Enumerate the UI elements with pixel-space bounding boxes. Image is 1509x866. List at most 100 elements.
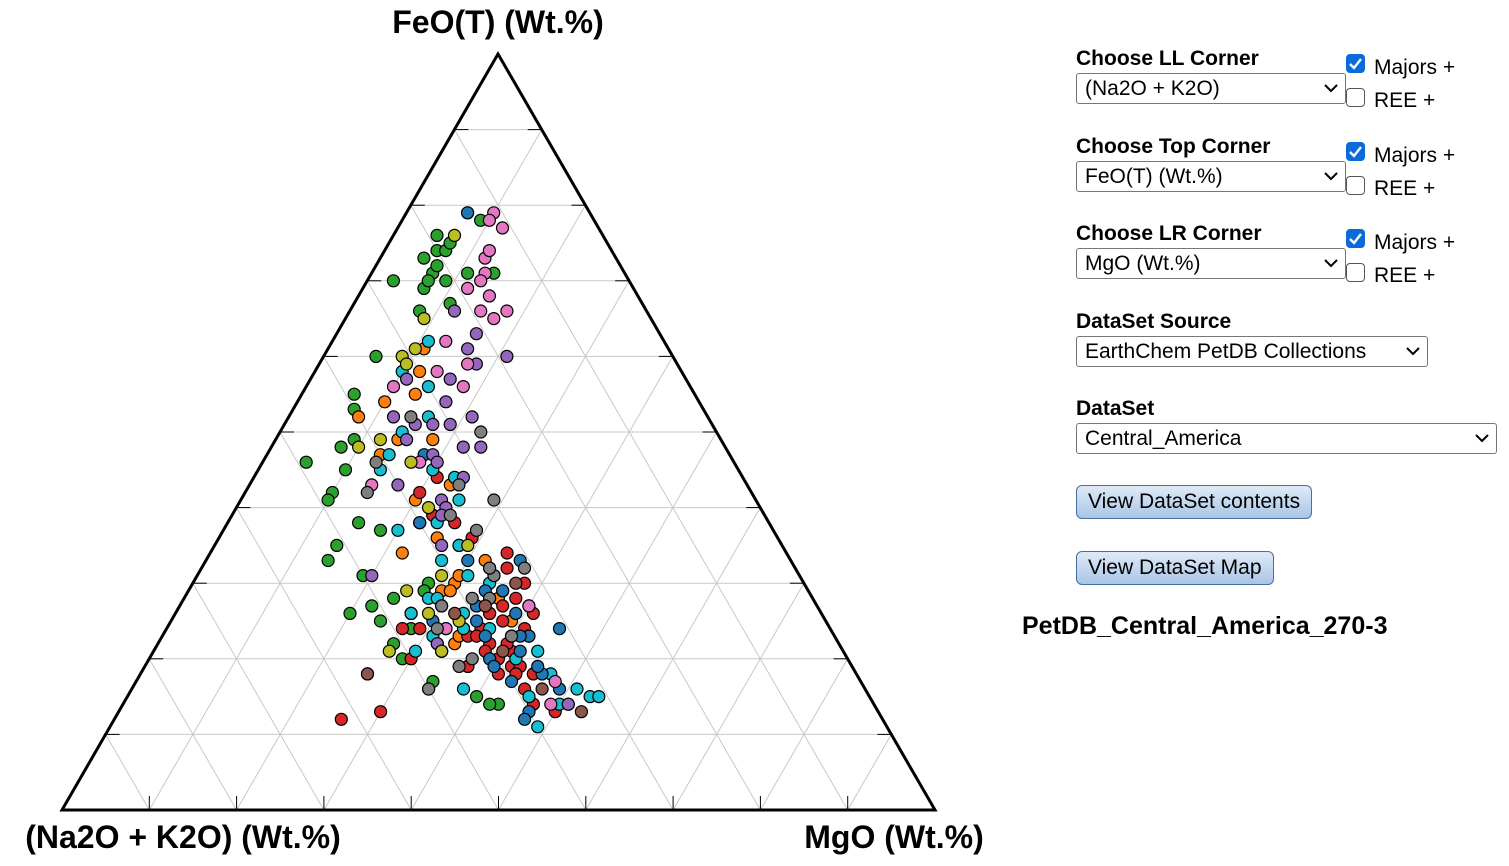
grid-line (148, 658, 238, 811)
grid-line (192, 582, 325, 811)
data-point (352, 516, 366, 530)
data-point (439, 334, 453, 348)
data-point (430, 364, 444, 379)
ll-corner-value: (Na2O + K2O) (1085, 77, 1220, 100)
data-point (548, 674, 562, 689)
top-ree-checkbox[interactable] (1346, 176, 1365, 195)
grid-line (847, 734, 892, 811)
data-point (422, 682, 436, 696)
lr-majors-label: Majors + (1374, 231, 1456, 254)
ternary-grid (105, 129, 892, 811)
chevron-down-icon (1324, 172, 1338, 181)
data-point (513, 644, 527, 658)
data-point (461, 206, 475, 220)
control-panel: Choose LL Corner (Na2O + K2O) Majors + R… (1076, 0, 1509, 866)
lr-corner-select[interactable]: MgO (Wt.%) (1076, 248, 1346, 279)
data-point (509, 576, 523, 590)
data-point (352, 440, 366, 454)
data-point (474, 425, 488, 439)
data-point (435, 538, 449, 553)
data-point (435, 568, 449, 583)
data-point (365, 599, 379, 613)
checkmark-icon (1349, 233, 1362, 245)
lr-corner-value: MgO (Wt.%) (1085, 252, 1201, 275)
data-point (517, 712, 532, 726)
data-point (343, 606, 357, 621)
data-point (408, 387, 422, 401)
data-point (400, 584, 414, 598)
dataset-id-label: PetDB_Central_America_270-3 (1022, 612, 1388, 640)
data-point (469, 327, 483, 341)
data-point (483, 561, 497, 575)
chevron-down-icon (1324, 84, 1338, 93)
data-point (461, 281, 475, 295)
data-point (482, 244, 496, 258)
checkmark-icon (1349, 146, 1362, 158)
data-point (535, 682, 549, 696)
data-point (478, 599, 492, 613)
dataset-value: Central_America (1085, 427, 1242, 450)
data-point (321, 553, 335, 568)
data-point (426, 433, 440, 447)
data-point (470, 689, 484, 704)
top-majors-label: Majors + (1374, 144, 1456, 167)
ll-ree-checkbox[interactable] (1346, 88, 1365, 107)
data-point (474, 304, 488, 318)
data-point (487, 493, 501, 507)
grid-line (235, 507, 412, 811)
data-point (413, 516, 427, 530)
grid-line (585, 507, 761, 811)
data-point (330, 538, 344, 553)
data-point (404, 606, 418, 621)
data-point (447, 228, 462, 242)
data-point (421, 501, 436, 515)
top-corner-select[interactable]: FeO(T) (Wt.%) (1076, 161, 1346, 192)
data-point (299, 455, 313, 469)
lr-majors-checkbox[interactable] (1346, 229, 1365, 248)
data-point (373, 523, 388, 537)
data-point (352, 410, 366, 424)
checkmark-icon (1349, 58, 1362, 70)
grid-line (498, 431, 717, 811)
lr-corner-label: Choose LR Corner (1076, 222, 1262, 245)
data-point (443, 584, 457, 598)
top-ree-label: REE + (1374, 177, 1436, 200)
grid-line (672, 582, 805, 811)
view-dataset-contents-button[interactable]: View DataSet contents (1076, 485, 1313, 519)
lr-ree-checkbox[interactable] (1346, 263, 1365, 282)
data-point (413, 364, 427, 379)
dataset-select[interactable]: Central_America (1076, 423, 1497, 454)
data-point (531, 659, 545, 674)
data-point (531, 720, 545, 734)
view-dataset-map-button[interactable]: View DataSet Map (1076, 551, 1274, 585)
data-point (561, 697, 575, 711)
data-point (439, 395, 453, 409)
data-point (421, 606, 436, 621)
data-point (395, 546, 409, 560)
dataset-source-select[interactable]: EarthChem PetDB Collections (1076, 336, 1428, 367)
data-point (474, 274, 488, 288)
top-majors-checkbox[interactable] (1346, 142, 1365, 161)
top-corner-value: FeO(T) (Wt.%) (1085, 165, 1223, 188)
lower-right-corner-label: MgO (Wt.%) (804, 819, 984, 855)
data-point (365, 568, 379, 583)
data-point (417, 251, 431, 265)
data-point (500, 546, 514, 560)
data-point (500, 561, 514, 575)
data-points (299, 206, 606, 734)
ll-corner-select[interactable]: (Na2O + K2O) (1076, 73, 1346, 104)
dataset-source-value: EarthChem PetDB Collections (1085, 340, 1367, 363)
data-point (400, 372, 414, 386)
grid-line (759, 658, 849, 811)
data-point (374, 705, 388, 719)
data-point (531, 644, 545, 658)
data-point (430, 621, 444, 636)
data-point (386, 410, 401, 424)
data-point (360, 485, 374, 500)
data-point (382, 644, 396, 658)
data-point (391, 478, 405, 492)
data-point (386, 274, 400, 288)
ll-majors-checkbox[interactable] (1346, 54, 1365, 73)
data-point (447, 304, 462, 318)
data-point (443, 372, 457, 386)
